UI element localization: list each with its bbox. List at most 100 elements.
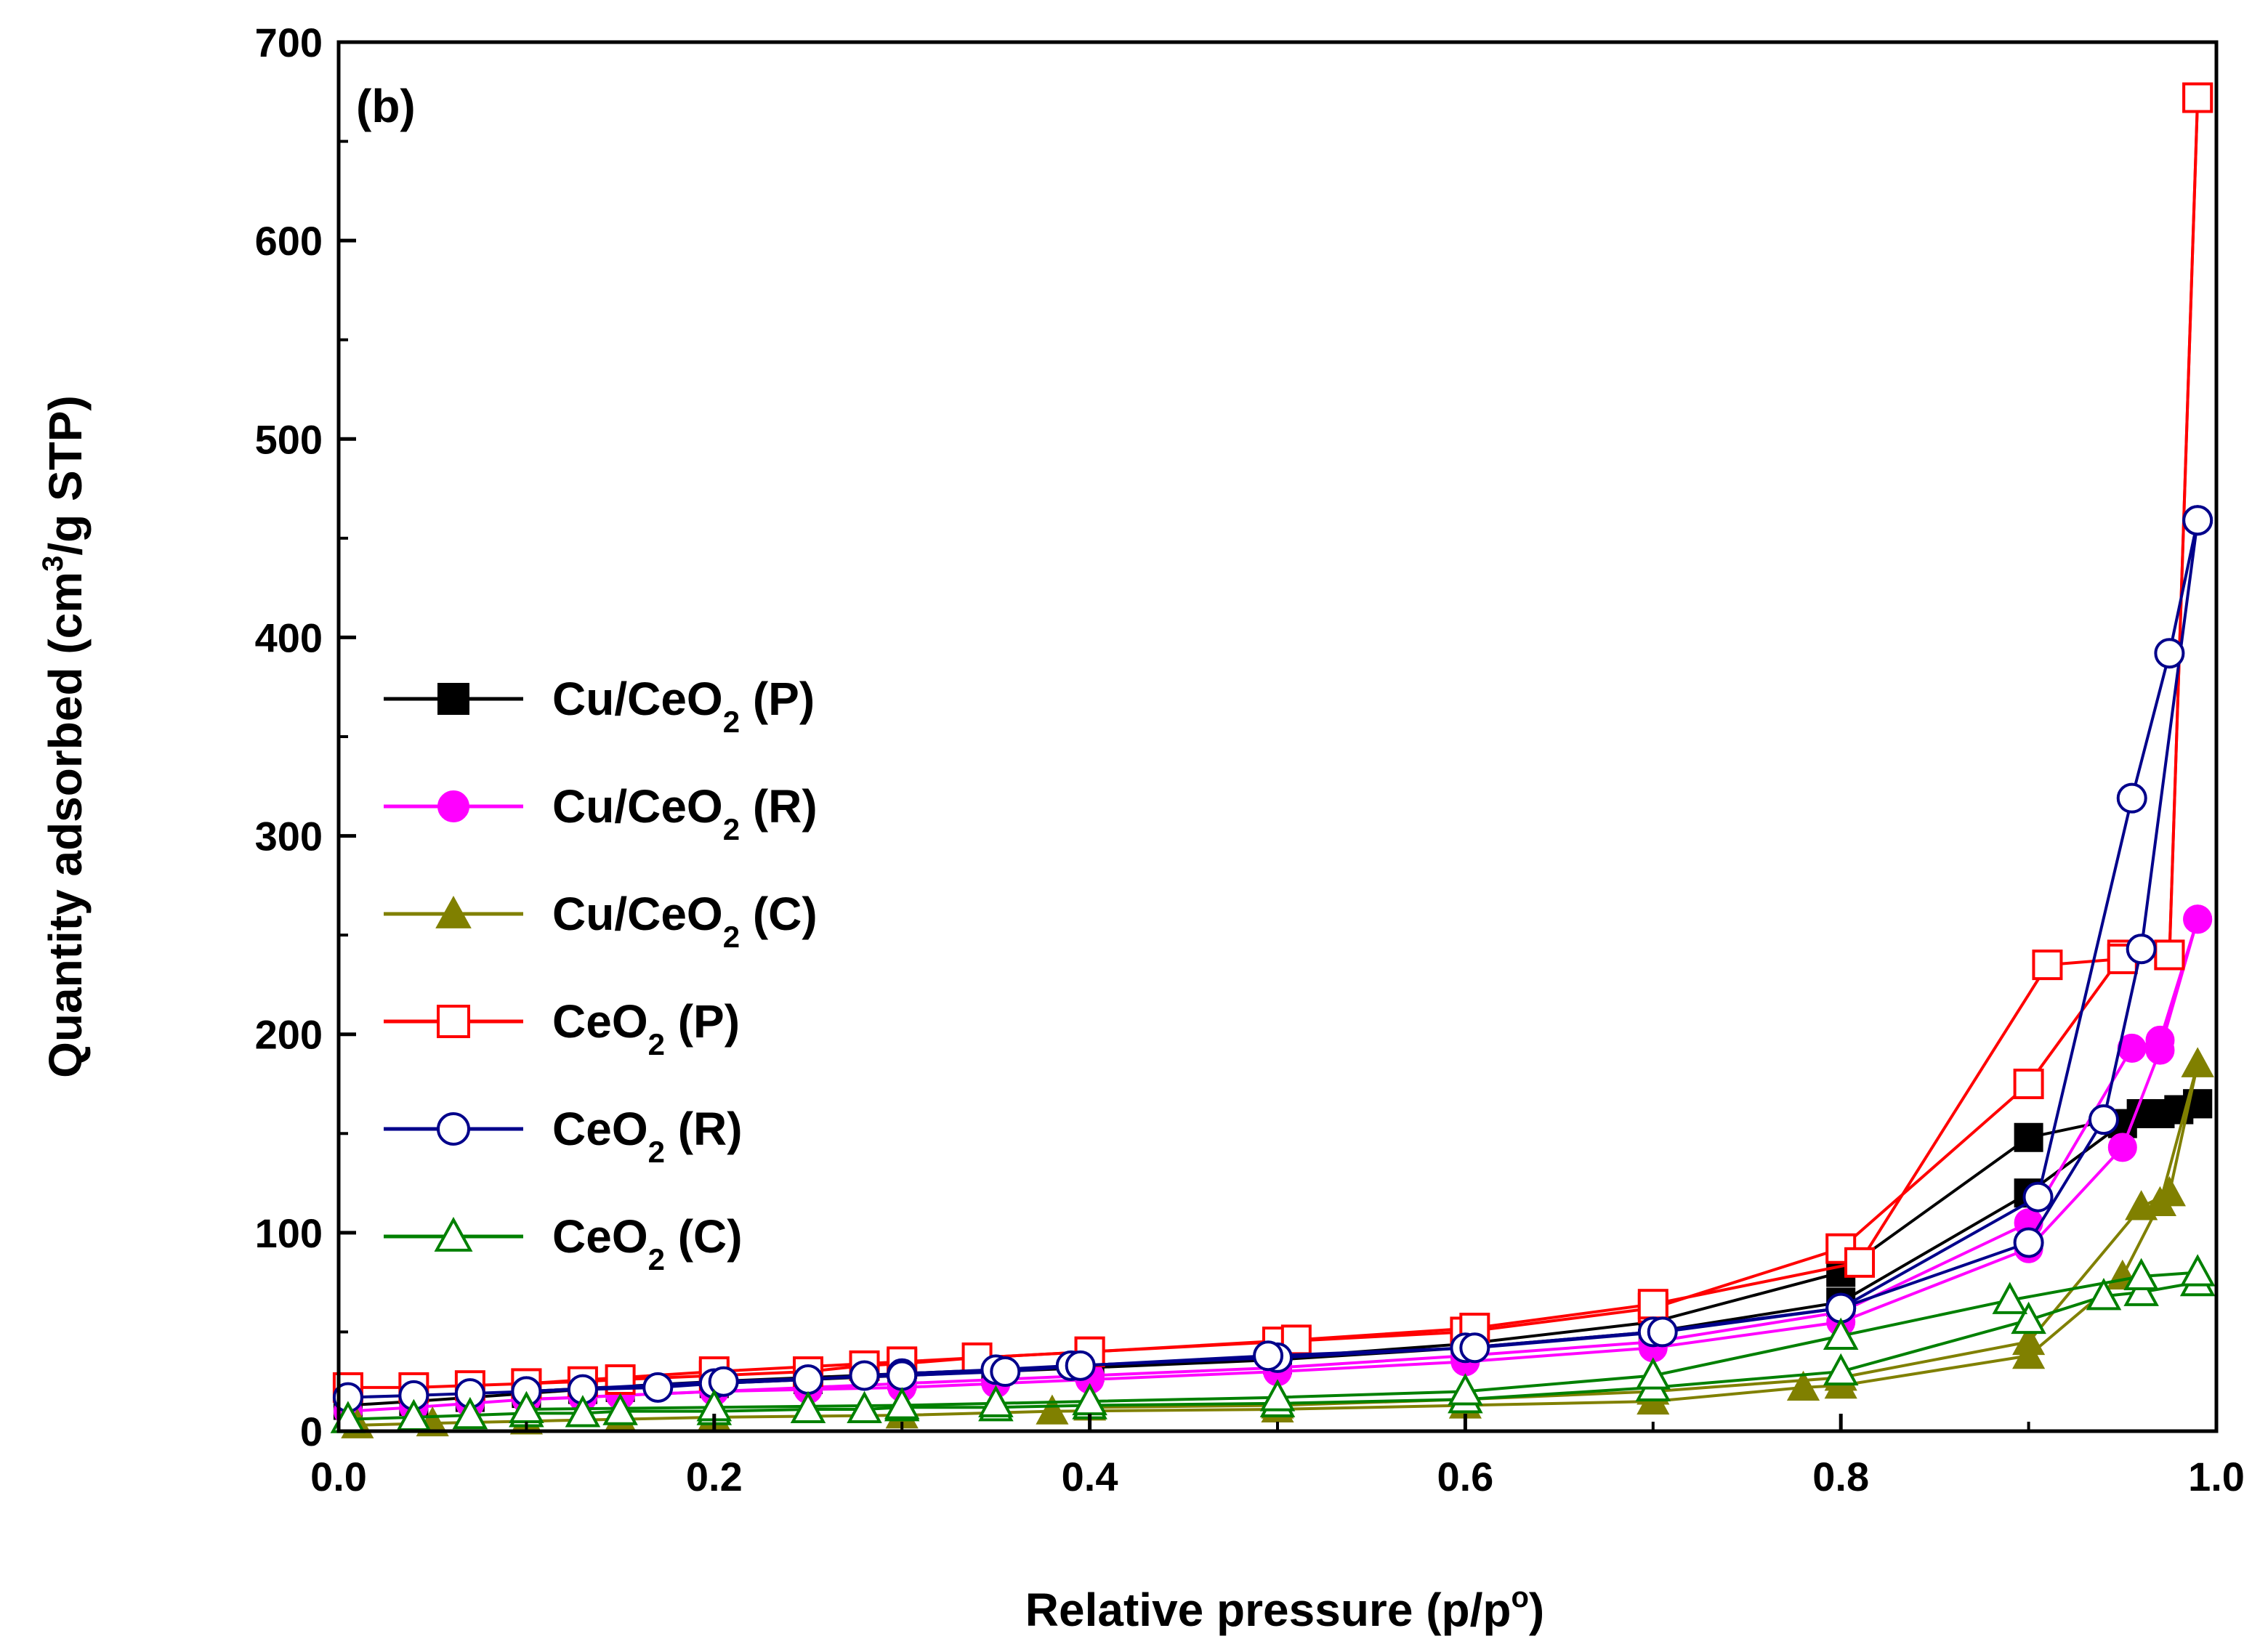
desorption-point bbox=[2123, 1258, 2159, 1291]
legend-item: CeO2 (C) bbox=[384, 1210, 743, 1276]
y-tick-label: 600 bbox=[255, 218, 323, 264]
desorption-point bbox=[2116, 782, 2147, 814]
adsorption-point bbox=[452, 1396, 488, 1430]
adsorption-point bbox=[849, 1360, 880, 1391]
legend-label-sub: 2 bbox=[723, 812, 740, 846]
desorption-point bbox=[2014, 1122, 2043, 1152]
desorption-point bbox=[1647, 1316, 1678, 1348]
adsorption-line bbox=[347, 97, 2200, 1389]
adsorption-point bbox=[2088, 1104, 2119, 1135]
x-tick-label: 0.0 bbox=[310, 1454, 367, 1499]
legend-marker bbox=[437, 790, 469, 822]
adsorption-point bbox=[2011, 1301, 2046, 1335]
legend-label-suffix: (R) bbox=[740, 780, 818, 833]
desorption-line bbox=[526, 97, 2200, 1385]
x-tick-label: 0.2 bbox=[686, 1454, 743, 1499]
legend-marker bbox=[437, 683, 469, 715]
adsorption-line bbox=[347, 520, 2200, 1399]
desorption-point bbox=[2182, 82, 2213, 113]
x-tick-label: 1.0 bbox=[2188, 1454, 2245, 1499]
desorption-point bbox=[2125, 1190, 2158, 1220]
x-axis-title-main: Relative pressure (p/p bbox=[1025, 1584, 1512, 1636]
x-tick-label: 0.8 bbox=[1812, 1454, 1869, 1499]
adsorption-point bbox=[642, 1372, 674, 1403]
desorption-point bbox=[1065, 1350, 1096, 1381]
legend-label-sub: 2 bbox=[723, 920, 740, 954]
desorption-point bbox=[2179, 1254, 2216, 1287]
legend-label-base: CeO bbox=[552, 1103, 648, 1155]
desorption-point bbox=[2145, 1025, 2175, 1055]
x-axis-title: Relative pressure (p/po) bbox=[1025, 1582, 1544, 1636]
y-axis-title-tail: /g STP) bbox=[39, 395, 92, 555]
adsorption-point bbox=[2013, 1069, 2044, 1099]
y-axis-title-sup: 3 bbox=[37, 556, 69, 572]
legend-label: CeO2 (C) bbox=[552, 1210, 743, 1276]
desorption-point bbox=[1823, 1317, 1859, 1350]
adsorption-point bbox=[565, 1395, 601, 1428]
legend-label-base: CeO bbox=[552, 1210, 648, 1263]
desorption-point bbox=[990, 1356, 1021, 1388]
adsorption-point bbox=[1786, 1370, 1820, 1401]
desorption-point bbox=[1637, 1289, 1668, 1320]
legend-label-sub: 2 bbox=[648, 1135, 665, 1169]
adsorption-point bbox=[2013, 1227, 2044, 1258]
desorption-point bbox=[2181, 1047, 2214, 1077]
legend-marker bbox=[437, 1005, 470, 1038]
legend: Cu/CeO2 (P)Cu/CeO2 (R)Cu/CeO2 (C)CeO2 (P… bbox=[384, 673, 818, 1276]
legend-marker bbox=[434, 1216, 473, 1252]
desorption-point bbox=[1259, 1379, 1296, 1412]
desorption-point bbox=[1635, 1357, 1671, 1390]
adsorption-point bbox=[1036, 1394, 1069, 1425]
legend-label-base: CeO bbox=[552, 995, 648, 1048]
adsorption-point bbox=[2123, 1274, 2159, 1306]
y-tick-label: 0 bbox=[300, 1409, 323, 1454]
x-axis-title-sup: o bbox=[1511, 1582, 1528, 1613]
legend-label-sub: 2 bbox=[648, 1242, 665, 1276]
series-4 bbox=[332, 505, 2213, 1413]
legend-label: Cu/CeO2 (C) bbox=[552, 888, 818, 954]
legend-label: Cu/CeO2 (R) bbox=[552, 780, 818, 846]
legend-label: CeO2 (P) bbox=[552, 995, 740, 1061]
adsorption-point bbox=[2086, 1277, 2122, 1311]
y-tick-label: 100 bbox=[255, 1210, 323, 1256]
legend-item: Cu/CeO2 (R) bbox=[384, 780, 818, 846]
series-3 bbox=[332, 82, 2213, 1403]
desorption-point bbox=[2012, 1324, 2046, 1356]
y-tick-label: 500 bbox=[255, 416, 323, 462]
legend-marker bbox=[437, 1112, 470, 1146]
legend-label-suffix: (C) bbox=[665, 1210, 743, 1263]
legend-label-sub: 2 bbox=[648, 1027, 665, 1061]
legend-marker bbox=[435, 896, 472, 928]
desorption-point bbox=[887, 1360, 918, 1391]
legend-label-base: Cu/CeO bbox=[552, 780, 723, 833]
desorption-point bbox=[978, 1385, 1014, 1417]
x-axis-title-tail: ) bbox=[1529, 1584, 1544, 1636]
adsorption-point bbox=[847, 1390, 882, 1424]
desorption-line bbox=[526, 918, 2200, 1401]
adsorption-point bbox=[602, 1393, 638, 1425]
legend-item: CeO2 (R) bbox=[384, 1103, 743, 1169]
y-tick-label: 200 bbox=[255, 1012, 323, 1058]
x-tick-label: 0.6 bbox=[1437, 1454, 1493, 1499]
adsorption-point bbox=[793, 1364, 823, 1395]
legend-label-suffix: (R) bbox=[665, 1103, 743, 1155]
desorption-point bbox=[1448, 1373, 1483, 1406]
x-tick-label: 0.4 bbox=[1062, 1454, 1118, 1499]
desorption-point bbox=[708, 1366, 739, 1397]
legend-item: CeO2 (P) bbox=[384, 995, 740, 1061]
y-axis-title: Quantity adsorbed (cm3/g STP) bbox=[37, 395, 92, 1078]
y-tick-label: 400 bbox=[255, 615, 323, 660]
legend-item: Cu/CeO2 (C) bbox=[384, 888, 818, 954]
legend-label-base: Cu/CeO bbox=[552, 888, 723, 940]
desorption-point bbox=[2183, 904, 2213, 934]
desorption-point bbox=[884, 1387, 920, 1420]
adsorption-point bbox=[1823, 1353, 1859, 1386]
desorption-point bbox=[2154, 638, 2185, 669]
series-5 bbox=[330, 1254, 2216, 1433]
y-tick-label: 700 bbox=[255, 20, 323, 65]
plot-area bbox=[330, 82, 2216, 1438]
desorption-point bbox=[1992, 1281, 2028, 1314]
legend-label: CeO2 (R) bbox=[552, 1103, 743, 1169]
panel-label: (b) bbox=[356, 80, 416, 132]
